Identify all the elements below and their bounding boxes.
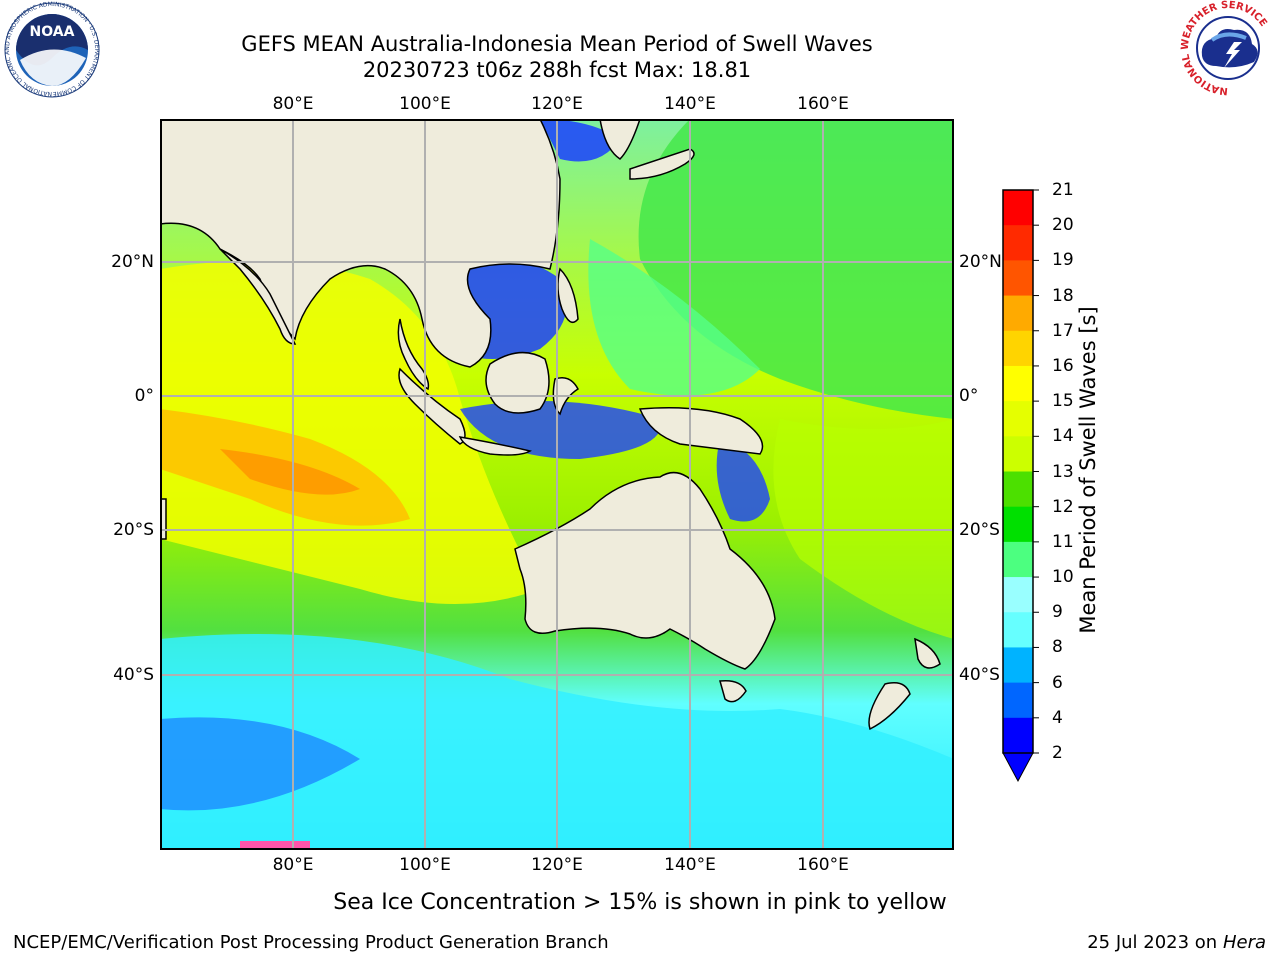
colorbar-segment (1003, 647, 1033, 683)
footer-date: 25 Jul 2023 on Hera (1087, 932, 1266, 953)
colorbar-tick-label: 12 (1052, 497, 1074, 517)
footer-credit: NCEP/EMC/Verification Post Processing Pr… (13, 932, 609, 953)
sea-ice-note-text: Sea Ice Concentration > 15% is shown in … (333, 890, 947, 915)
lat-label-right-20s: 20°S (959, 520, 1000, 540)
colorbar-segment (1003, 260, 1033, 296)
colorbar-tick-label: 2 (1052, 743, 1063, 763)
map-title-line2: 20230723 t06z 288h fcst Max: 18.81 (0, 57, 1114, 83)
colorbar-tick-label: 18 (1052, 286, 1074, 306)
colorbar-segment (1003, 296, 1033, 332)
colorbar-tick-label: 10 (1052, 567, 1074, 587)
colorbar-tick-label: 20 (1052, 215, 1074, 235)
colorbar-segment (1003, 577, 1033, 613)
colorbar-extend-arrow (1003, 753, 1033, 781)
nws-logo: NATIONAL WEATHER SERVICE (1176, 0, 1280, 100)
lon-label-top-80e: 80°E (273, 94, 314, 114)
lat-label-left-40s: 40°S (84, 665, 154, 685)
lon-label-bottom-100e: 100°E (399, 855, 451, 875)
colorbar-segment (1003, 472, 1033, 508)
colorbar-segment (1003, 542, 1033, 578)
noaa-text: NOAA (30, 24, 75, 40)
colorbar-tick-label: 13 (1052, 462, 1074, 482)
footer-machine: Hera (1223, 932, 1266, 953)
lon-label-bottom-120e: 120°E (531, 855, 583, 875)
colorbar-segment (1003, 331, 1033, 367)
colorbar-tick-label: 14 (1052, 426, 1074, 446)
lon-label-bottom-160e: 160°E (797, 855, 849, 875)
colorbar-tick-label: 19 (1052, 250, 1074, 270)
lon-label-top-140e: 140°E (664, 94, 716, 114)
lat-label-left-0: 0° (84, 386, 154, 406)
map-panel (160, 119, 954, 850)
colorbar-segment (1003, 612, 1033, 648)
colorbar-segment (1003, 401, 1033, 437)
colorbar-tick-label: 11 (1052, 532, 1074, 552)
lon-label-top-120e: 120°E (531, 94, 583, 114)
lat-label-left-20n: 20°N (84, 252, 154, 272)
colorbar-tick-label: 16 (1052, 356, 1074, 376)
swell-period-map (160, 119, 954, 850)
sea-ice-marker (240, 841, 310, 849)
colorbar-segment (1003, 718, 1033, 754)
lon-label-top-100e: 100°E (399, 94, 451, 114)
sea-ice-note: Sea Ice Concentration > 15% is shown in … (0, 890, 1280, 915)
footer-date-text: 25 Jul 2023 on (1087, 932, 1223, 953)
colorbar-tick-label: 6 (1052, 673, 1063, 693)
colorbar-segment (1003, 507, 1033, 543)
colorbar-tick-label: 8 (1052, 637, 1063, 657)
land-borneo (486, 353, 549, 413)
colorbar-segment (1003, 225, 1033, 261)
colorbar-segment (1003, 436, 1033, 472)
colorbar-segment (1003, 190, 1033, 226)
lat-label-right-20n: 20°N (959, 252, 1002, 272)
noaa-logo: NATIONAL OCEANIC AND ATMOSPHERIC ADMINIS… (0, 0, 104, 100)
colorbar-tick-label: 21 (1052, 180, 1074, 200)
lon-label-bottom-80e: 80°E (273, 855, 314, 875)
lat-label-left-20s: 20°S (84, 520, 154, 540)
colorbar-segment (1003, 683, 1033, 719)
colorbar-tick-label: 9 (1052, 602, 1063, 622)
lon-label-top-160e: 160°E (797, 94, 849, 114)
colorbar-tick-label: 15 (1052, 391, 1074, 411)
colorbar-segment (1003, 366, 1033, 402)
colorbar-tick-label: 4 (1052, 708, 1063, 728)
map-title-line1: GEFS MEAN Australia-Indonesia Mean Perio… (0, 31, 1114, 57)
lat-label-right-0: 0° (959, 386, 978, 406)
colorbar (1000, 185, 1040, 785)
lat-label-right-40s: 40°S (959, 665, 1000, 685)
lon-label-bottom-140e: 140°E (664, 855, 716, 875)
colorbar-title: Mean Period of Swell Waves [s] (1076, 306, 1100, 633)
colorbar-tick-label: 17 (1052, 321, 1074, 341)
